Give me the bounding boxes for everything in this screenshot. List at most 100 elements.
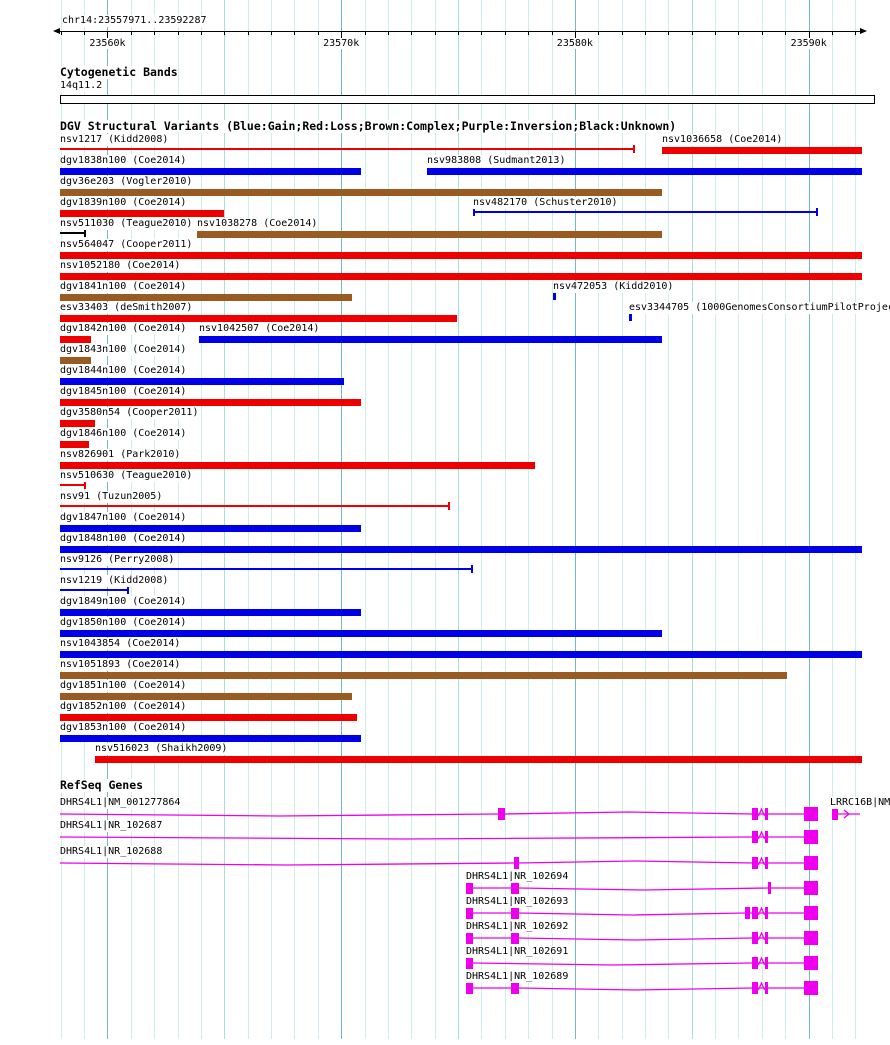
gene-exon-box[interactable] [752,982,758,994]
variant-span-line[interactable] [60,568,472,570]
gene-label[interactable]: DHRS4L1|NR_102688 [60,846,163,858]
gene-terminal-exon-box[interactable] [804,931,818,945]
gene-intron-line[interactable] [59,860,818,866]
variant-bar[interactable] [60,630,662,637]
gene-exon-box[interactable] [511,932,519,944]
variant-label[interactable]: dgv36e203 (Vogler2010) [60,176,193,188]
variant-bar[interactable] [60,672,787,679]
variant-bar[interactable] [60,462,535,469]
gene-exon-box[interactable] [466,982,473,994]
variant-label[interactable]: nsv91 (Tuzun2005) [60,491,163,503]
gene-terminal-exon-box[interactable] [804,881,818,895]
variant-bar[interactable] [197,231,662,238]
gene-exon-box[interactable] [514,857,519,869]
variant-label[interactable]: nsv510630 (Teague2010) [60,470,193,482]
variant-bar[interactable] [60,189,662,196]
variant-bar[interactable] [60,546,862,553]
gene-exon-box[interactable] [765,831,768,843]
variant-label[interactable]: nsv1038278 (Coe2014) [197,218,318,230]
variant-bar[interactable] [60,609,361,616]
variant-label[interactable]: dgv1852n100 (Coe2014) [60,701,187,713]
variant-bar[interactable] [60,357,91,364]
variant-label[interactable]: nsv1219 (Kidd2008) [60,575,169,587]
gene-label[interactable]: DHRS4L1|NR_102691 [466,946,569,958]
variant-bar[interactable] [60,525,361,532]
variant-bar[interactable] [662,147,862,154]
gene-exon-box[interactable] [511,882,519,894]
variant-span-line[interactable] [60,505,449,507]
variant-label[interactable]: nsv472053 (Kidd2010) [553,281,674,293]
variant-label[interactable]: nsv1042507 (Coe2014) [199,323,320,335]
variant-label[interactable]: dgv1842n100 (Coe2014) [60,323,187,335]
gene-exon-box[interactable] [765,907,768,919]
gene-exon-box[interactable] [752,857,758,869]
variant-label[interactable]: nsv9126 (Perry2008) [60,554,175,566]
variant-span-line[interactable] [473,211,817,213]
variant-bar[interactable] [60,273,862,280]
gene-exon-box[interactable] [752,932,758,944]
variant-label[interactable]: dgv1846n100 (Coe2014) [60,428,187,440]
gene-exon-box[interactable] [745,907,750,919]
cytoband-ideogram[interactable] [60,95,875,104]
variant-label[interactable]: dgv1844n100 (Coe2014) [60,365,187,377]
gene-exon-box[interactable] [498,808,505,820]
variant-label[interactable]: dgv1850n100 (Coe2014) [60,617,187,629]
gene-exon-box[interactable] [765,857,768,869]
variant-label[interactable]: nsv1052180 (Coe2014) [60,260,181,272]
variant-bar[interactable] [60,651,862,658]
variant-bar[interactable] [60,441,89,448]
variant-bar[interactable] [60,252,862,259]
variant-label[interactable]: dgv1838n100 (Coe2014) [60,155,187,167]
variant-label[interactable]: nsv1217 (Kidd2008) [60,134,169,146]
variant-bar[interactable] [95,756,862,763]
variant-label[interactable]: nsv983808 (Sudmant2013) [427,155,566,167]
variant-label[interactable]: nsv482170 (Schuster2010) [473,197,618,209]
gene-terminal-exon-box[interactable] [804,830,818,844]
gene-exon-box[interactable] [511,982,519,994]
variant-label[interactable]: nsv1043854 (Coe2014) [60,638,181,650]
variant-label[interactable]: nsv1036658 (Coe2014) [662,134,783,146]
variant-bar[interactable] [60,399,361,406]
variant-label[interactable]: nsv511030 (Teague2010) [60,218,193,230]
gene-label[interactable]: DHRS4L1|NR_102687 [60,820,163,832]
variant-bar[interactable] [60,168,361,175]
gene-exon-box[interactable] [752,831,758,843]
gene-exon-box[interactable] [768,882,771,894]
gene-terminal-exon-box[interactable] [804,956,818,970]
variant-label[interactable]: dgv3580n54 (Cooper2011) [60,407,199,419]
variant-label[interactable]: dgv1851n100 (Coe2014) [60,680,187,692]
variant-label[interactable]: dgv1848n100 (Coe2014) [60,533,187,545]
gene-label[interactable]: LRRC16B|NM [830,797,890,809]
variant-label[interactable]: nsv564047 (Cooper2011) [60,239,193,251]
variant-label[interactable]: dgv1839n100 (Coe2014) [60,197,187,209]
variant-bar[interactable] [60,294,352,301]
gene-exon-box[interactable] [466,907,473,919]
gene-terminal-exon-box[interactable] [804,906,818,920]
variant-bar[interactable] [60,378,344,385]
gene-exon-box[interactable] [466,882,473,894]
variant-bar[interactable] [60,420,95,427]
gene-label[interactable]: DHRS4L1|NR_102689 [466,971,569,983]
variant-label[interactable]: esv3344705 (1000GenomesConsortiumPilotPr… [629,302,890,314]
variant-span-line[interactable] [60,148,634,150]
variant-bar[interactable] [60,714,357,721]
variant-bar[interactable] [60,210,224,217]
gene-exon-box[interactable] [765,932,768,944]
variant-bar[interactable] [60,336,91,343]
gene-exon-box[interactable] [765,957,768,969]
variant-bar[interactable] [60,735,361,742]
gene-intron-line[interactable] [59,836,818,840]
gene-label[interactable]: DHRS4L1|NR_102692 [466,921,569,933]
variant-span-line[interactable] [60,232,85,234]
variant-label[interactable]: nsv826901 (Park2010) [60,449,181,461]
gene-exon-box[interactable] [752,907,758,919]
gene-exon-box[interactable] [752,808,758,820]
variant-label[interactable]: nsv516023 (Shaikh2009) [95,743,228,755]
variant-label[interactable]: dgv1845n100 (Coe2014) [60,386,187,398]
gene-terminal-exon-box[interactable] [804,807,818,821]
variant-bar[interactable] [427,168,862,175]
variant-label[interactable]: dgv1849n100 (Coe2014) [60,596,187,608]
variant-label[interactable]: nsv1051893 (Coe2014) [60,659,181,671]
variant-point-marker[interactable] [553,292,556,300]
gene-exon-box[interactable] [466,932,473,944]
